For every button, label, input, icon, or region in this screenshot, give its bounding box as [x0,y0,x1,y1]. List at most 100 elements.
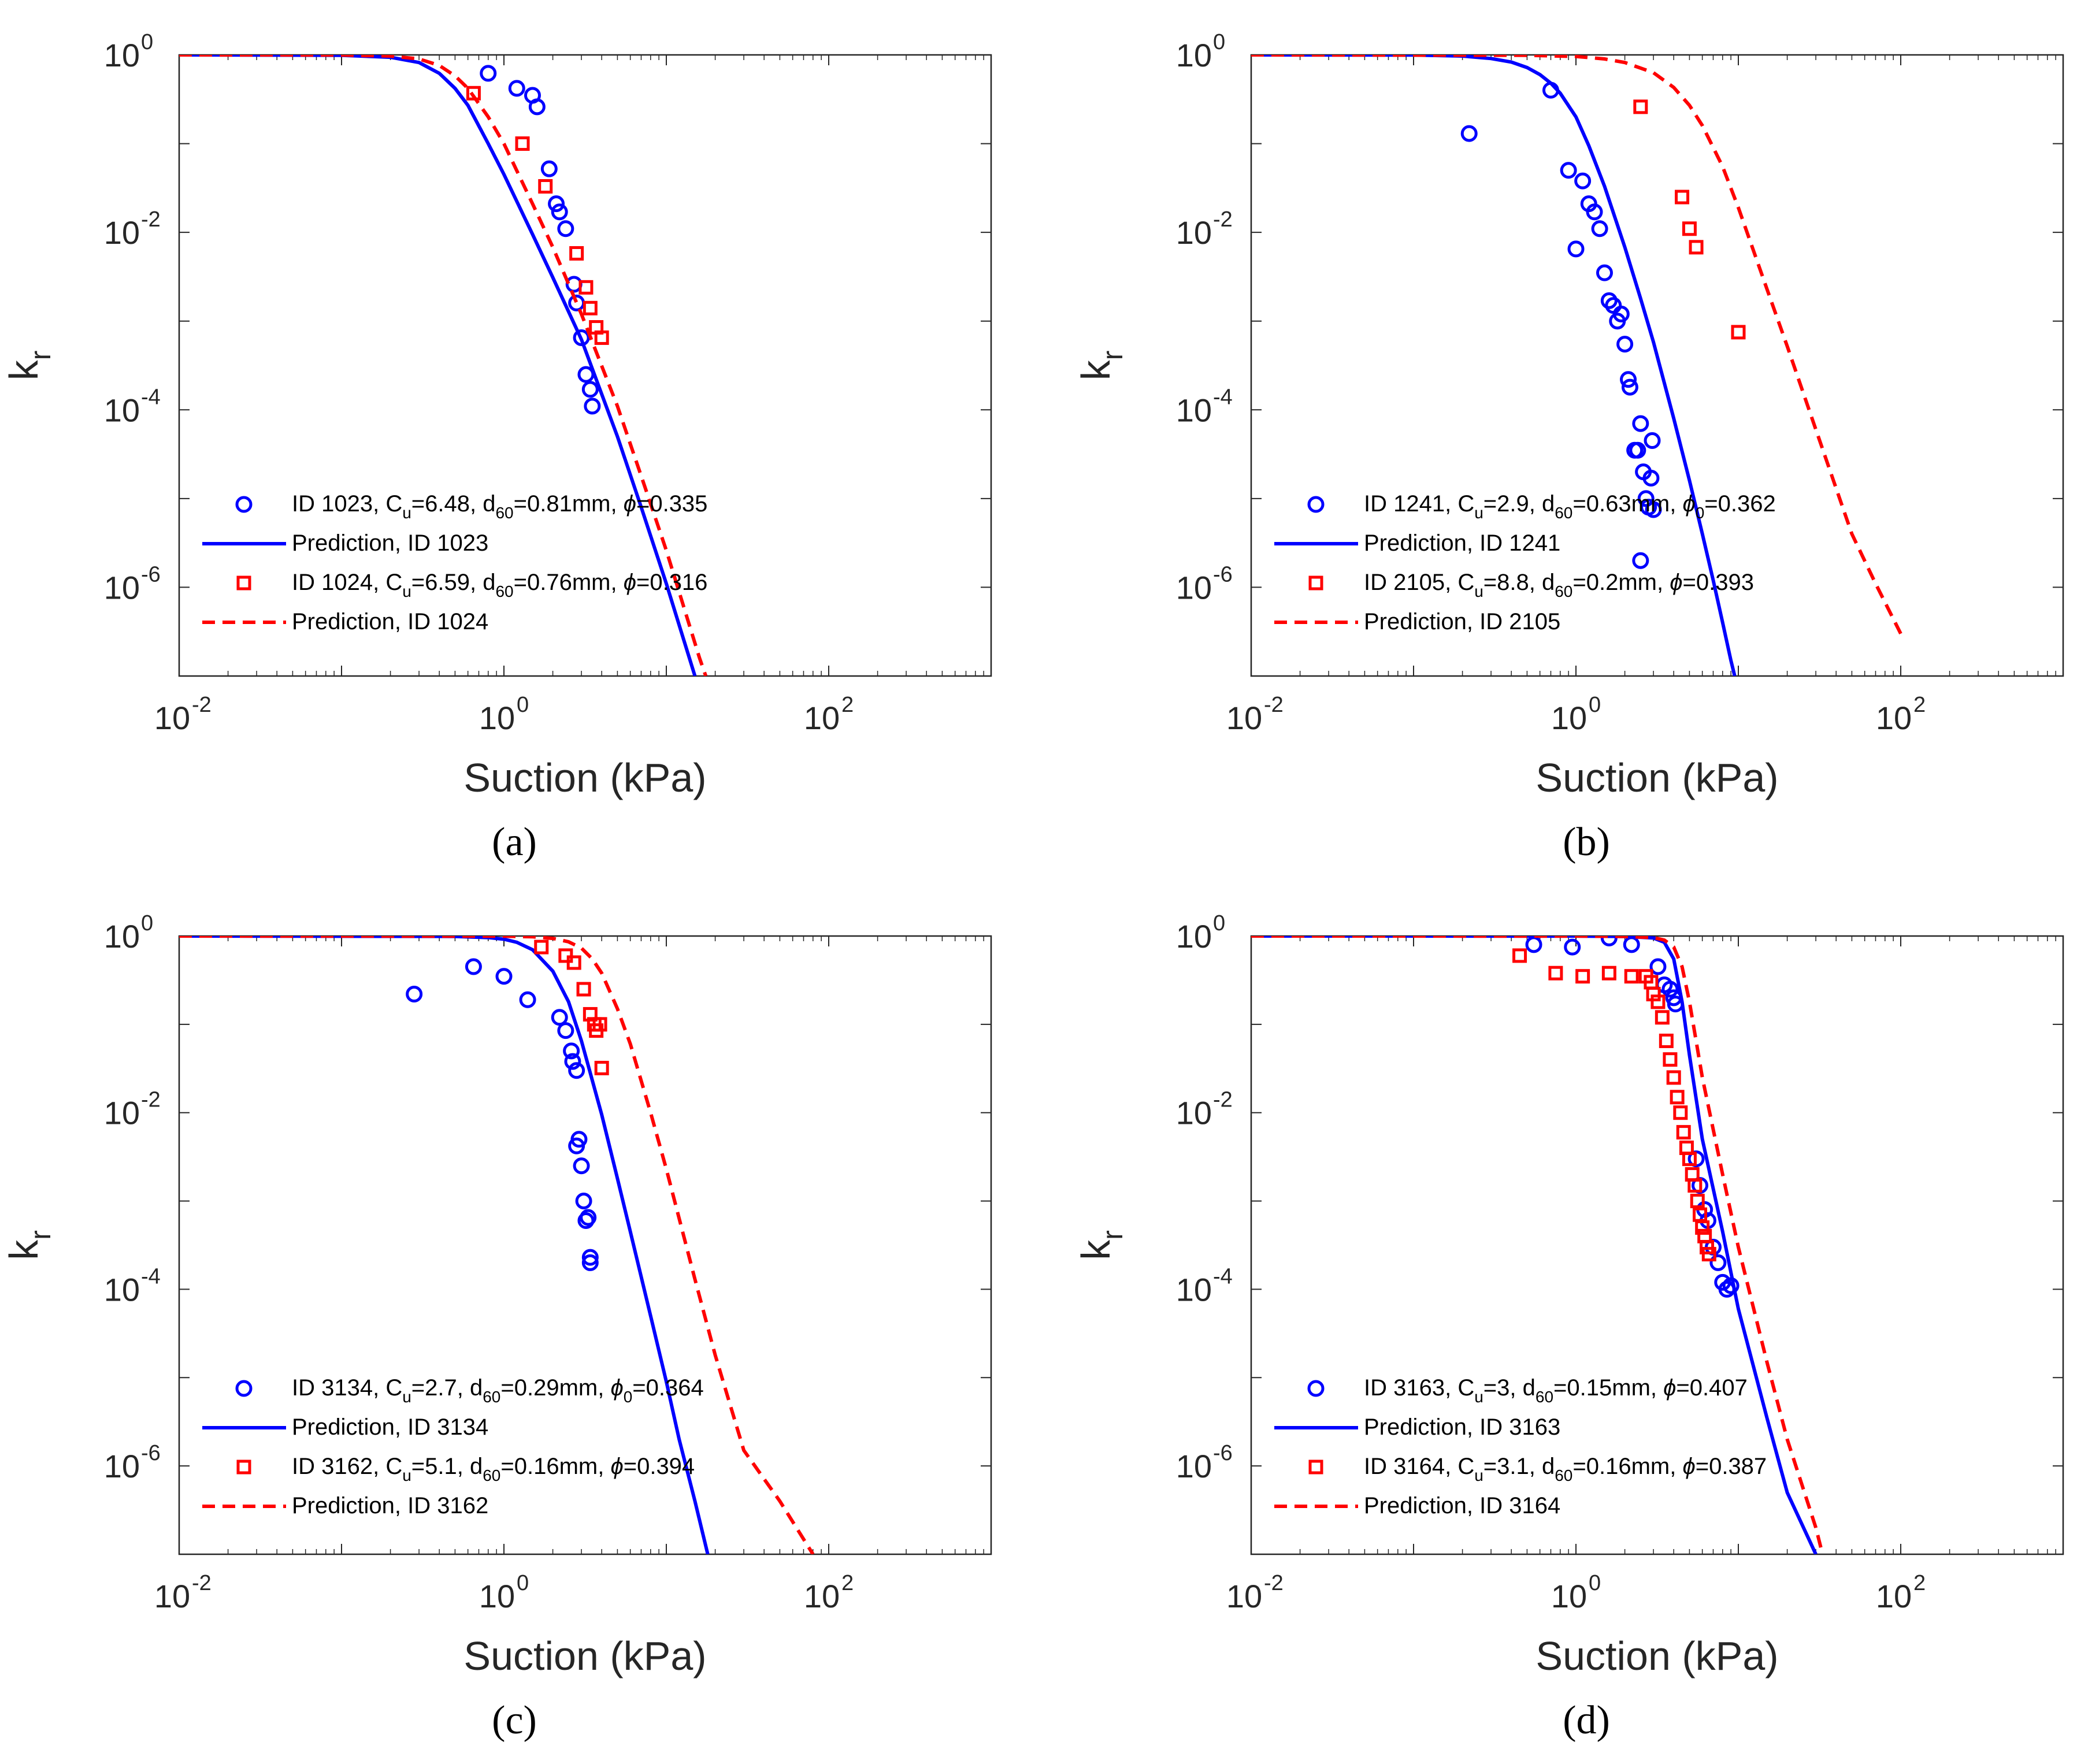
y-tick-label: 10 [104,214,140,251]
data-point-id-3162 [566,955,581,970]
data-point-id-3134 [580,1209,597,1226]
legend-marker-id-1023 [235,496,253,513]
x-tick-exponent: 0 [517,693,529,717]
data-point-id-1241 [1620,371,1637,388]
data-point-id-1023 [548,195,565,213]
data-point-id-1241 [1574,172,1592,190]
data-point-id-1023 [557,220,574,237]
data-point-id-3134 [551,1009,568,1026]
legend-marker-id-3162 [236,1460,251,1475]
legend-marker-id-3163 [1307,1380,1325,1397]
y-tick-label: 10 [1176,1095,1212,1131]
data-point-id-1023 [551,203,568,221]
data-point-id-3134 [573,1157,590,1175]
y-tick-exponent: 0 [1213,911,1225,935]
x-tick-exponent: 0 [517,1571,529,1595]
data-point-id-3163 [1709,1254,1727,1271]
data-point-id-3134 [581,1249,599,1266]
x-tick-label: 10 [1876,1578,1912,1614]
data-point-id-1241 [1621,378,1638,396]
data-point-id-1241 [1567,240,1585,258]
y-tick-exponent: -6 [1213,562,1233,586]
x-tick-label: 10 [479,1578,515,1614]
y-axis-title: kr [1,351,57,381]
legend: ID 1023, Cu=6.48, d60=0.81mm, ϕ=0.335 Pre… [202,491,707,634]
series-line-prediction-id-3134 [179,936,710,1554]
data-point-id-1023 [508,80,525,97]
data-point-id-1241 [1632,415,1649,432]
legend: ID 1241, Cu=2.9, d60=0.63mm, ϕ0=0.362 Pre… [1274,491,1776,634]
data-point-id-3163 [1564,938,1581,956]
series-line-prediction-id-1023 [179,55,697,676]
x-tick-label: 10 [804,700,840,736]
y-tick-label: 10 [104,918,140,955]
legend-label-prediction-id-3164: Prediction, ID 3164 [1364,1493,1560,1518]
legend-label-prediction-id-2105: Prediction, ID 2105 [1364,609,1560,634]
y-tick-exponent: -4 [1213,1264,1233,1288]
x-tick-label: 10 [154,700,190,736]
data-point-id-1024 [578,280,594,295]
data-point-id-3164 [1575,969,1590,984]
x-axis-title: Suction (kPa) [463,1633,706,1678]
data-point-id-3162 [534,939,549,955]
y-tick-exponent: 0 [141,30,153,54]
data-point-id-3164 [1624,969,1639,984]
legend-label-id-3163: ID 3163, Cu=3, d60=0.15mm, ϕ=0.407 [1364,1375,1748,1406]
data-point-id-1023 [528,98,546,116]
x-tick-label: 10 [1226,700,1262,736]
legend-marker-id-3134 [235,1380,253,1397]
y-tick-exponent: 0 [141,911,153,935]
y-tick-exponent: -4 [1213,385,1233,409]
data-point-id-1241 [1591,220,1608,237]
y-tick-exponent: 0 [1213,30,1225,54]
data-point-id-2105 [1633,99,1648,114]
plot-frame [178,54,992,677]
data-point-id-1241 [1616,336,1634,353]
legend-label-id-3162: ID 3162, Cu=5.1, d60=0.16mm, ϕ=0.394 [292,1454,695,1484]
data-point-id-1241 [1645,501,1662,518]
data-point-id-3164 [1701,1247,1716,1262]
x-tick-label: 10 [1226,1578,1262,1614]
y-tick-label: 10 [104,1448,140,1484]
legend-label-prediction-id-3134: Prediction, ID 3134 [292,1414,488,1440]
data-point-id-3134 [406,986,423,1003]
data-point-id-3164 [1687,1178,1703,1193]
data-point-id-2105 [1689,240,1704,255]
data-point-id-2105 [1675,190,1690,205]
y-tick-exponent: -6 [1213,1441,1233,1465]
legend-label-id-1241: ID 1241, Cu=2.9, d60=0.63mm, ϕ0=0.362 [1364,491,1776,522]
data-point-id-1024 [583,300,598,315]
legend-label-prediction-id-3163: Prediction, ID 3163 [1364,1414,1560,1440]
legend-label-prediction-id-1241: Prediction, ID 1241 [1364,530,1560,556]
y-tick-exponent: -2 [1213,207,1233,232]
x-tick-label: 10 [479,700,515,736]
legend-marker-id-3164 [1308,1460,1323,1475]
y-tick-exponent: -4 [141,1264,161,1288]
data-point-id-3134 [465,958,482,975]
y-axis-title: kr [1073,1230,1129,1260]
data-point-id-1241 [1460,125,1478,142]
data-point-id-3162 [583,1007,598,1022]
x-tick-exponent: -2 [1264,1571,1284,1595]
x-tick-label: 10 [1551,1578,1587,1614]
panel-label: (b) [1563,820,1610,864]
series-line-prediction-id-3162 [179,936,815,1554]
y-tick-label: 10 [1176,392,1212,428]
y-tick-exponent: -2 [141,207,161,232]
plot-area [179,55,708,676]
data-point-id-3164 [1695,1220,1710,1235]
x-tick-exponent: 2 [1913,1571,1926,1595]
series-line-prediction-id-1024 [179,55,708,676]
data-point-id-2105 [1731,325,1746,340]
data-point-id-3162 [592,1017,607,1032]
legend-label-id-2105: ID 2105, Cu=8.8, d60=0.2mm, ϕ=0.393 [1364,570,1754,600]
y-tick-label: 10 [1176,1448,1212,1484]
panel-label: (d) [1563,1698,1610,1743]
data-point-id-3162 [576,982,591,997]
data-point-id-3164 [1690,1194,1705,1209]
x-tick-label: 10 [1551,700,1587,736]
y-tick-exponent: -4 [141,385,161,409]
data-point-id-3164 [1601,965,1616,981]
